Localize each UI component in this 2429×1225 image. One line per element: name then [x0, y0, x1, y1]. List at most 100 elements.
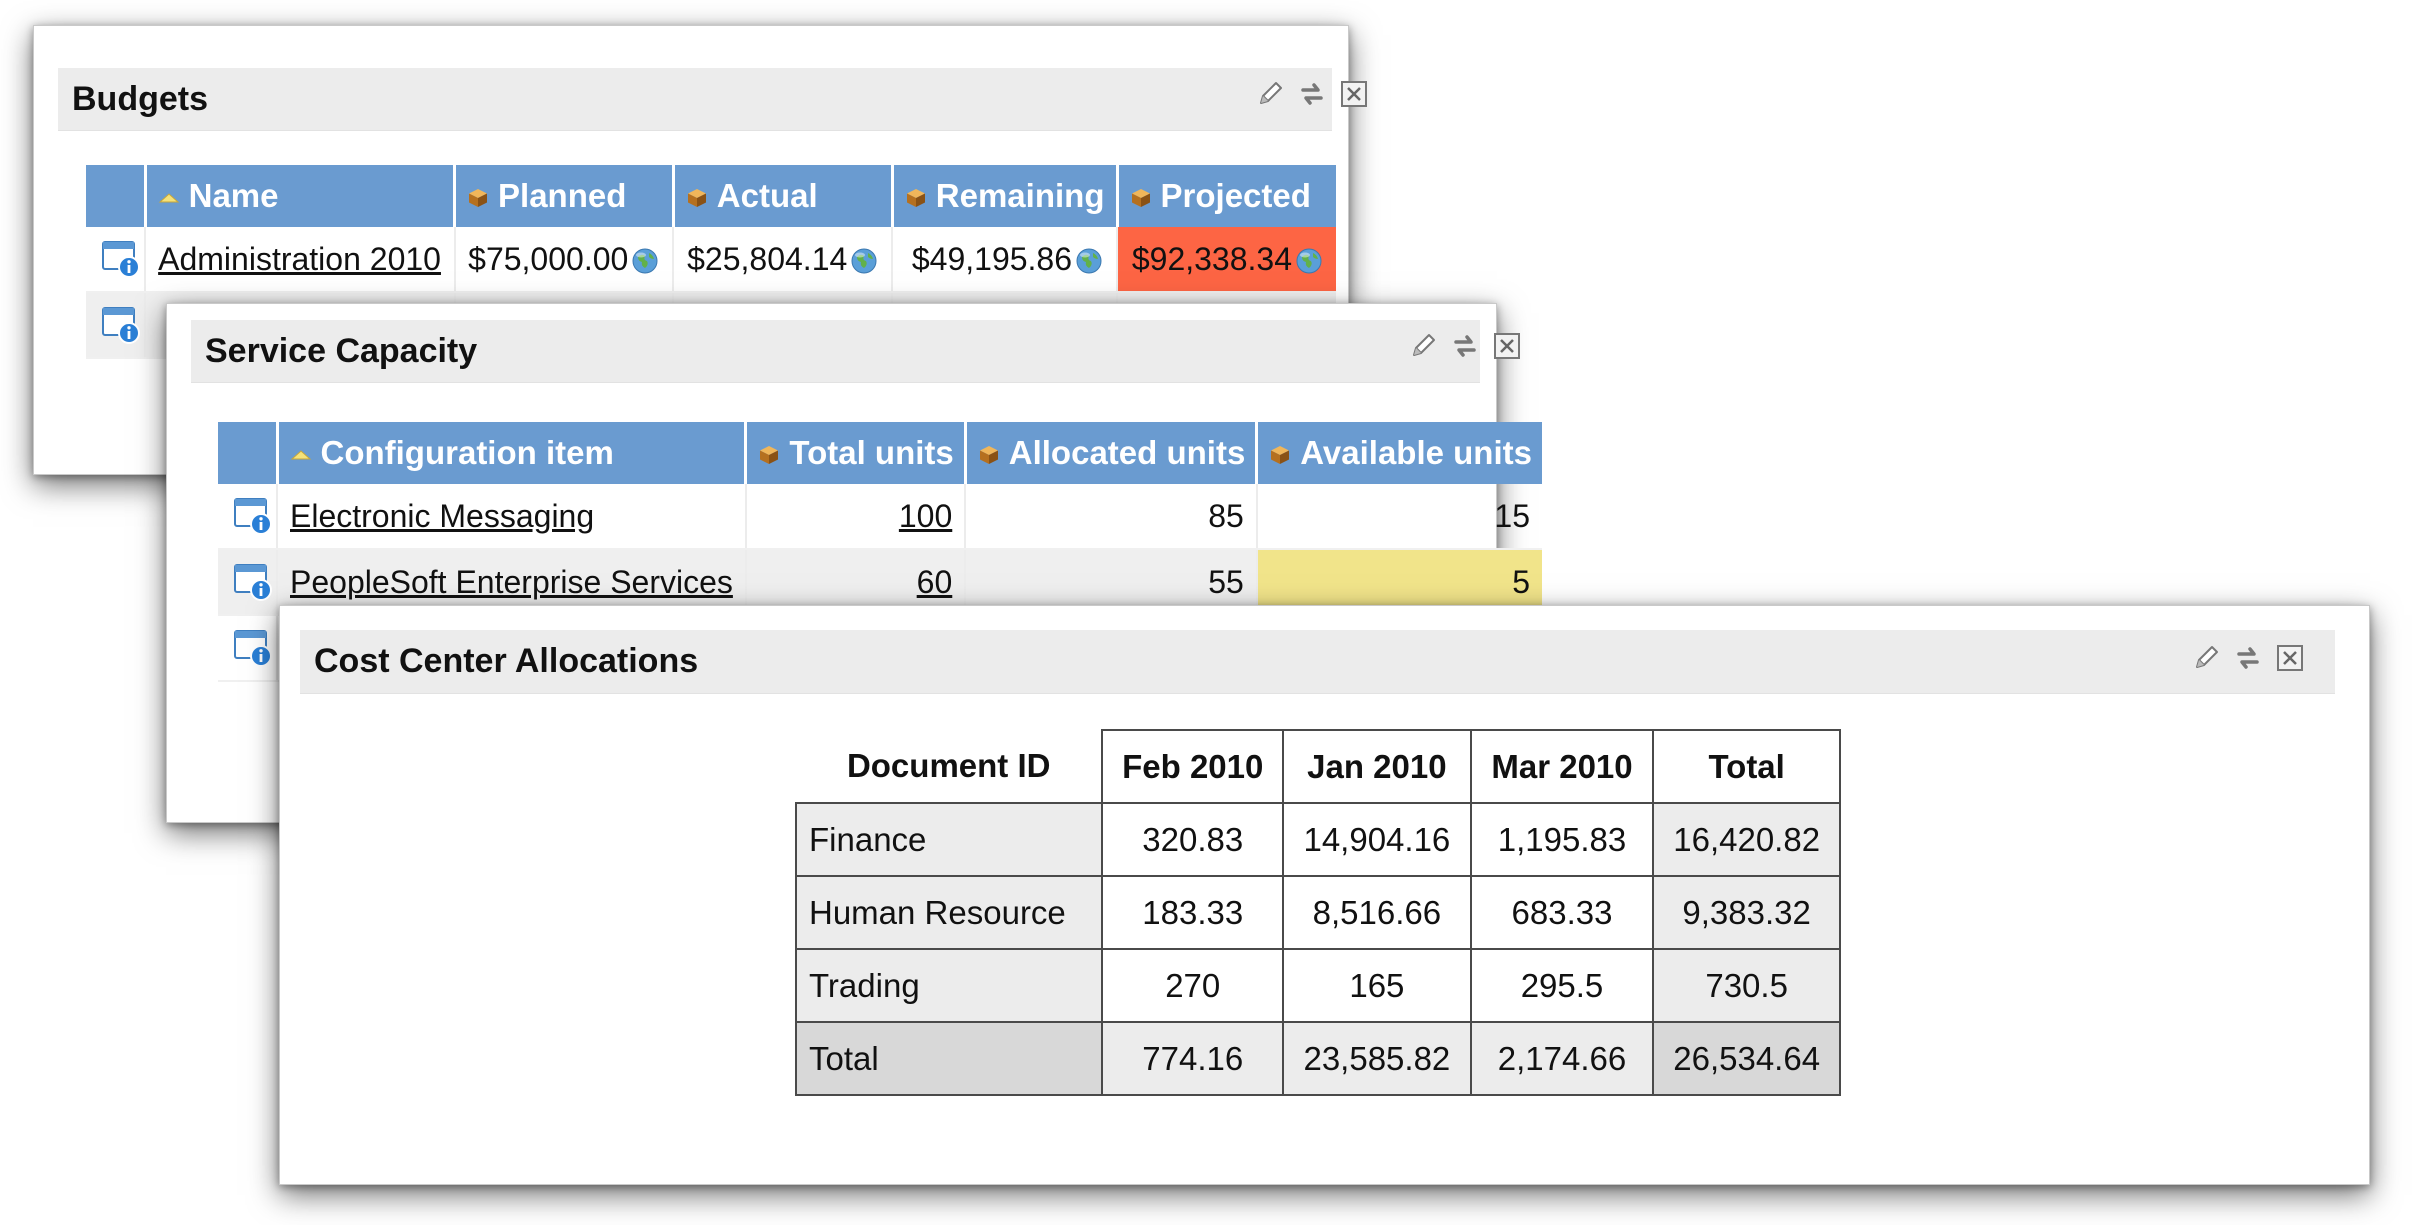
- row-total-cell: 730.5: [1652, 948, 1841, 1023]
- configuration-item-cell: PeopleSoft Enterprise Services: [277, 549, 747, 616]
- table-row: Electronic Messaging 100 85 15: [218, 484, 1542, 550]
- cube-icon: [904, 186, 928, 210]
- sort-ascending-icon: [157, 186, 181, 210]
- row-label-human-resource: Human Resource: [794, 875, 1104, 950]
- table-row: Trading 270 165 295.5 730.5: [794, 948, 1841, 1023]
- window-info-icon[interactable]: [100, 303, 144, 347]
- column-header-planned[interactable]: Planned: [454, 165, 675, 227]
- available-units-cell: 5: [1256, 549, 1542, 616]
- value-cell: 183.33: [1101, 875, 1285, 950]
- table-header-row: Configuration item Total units Allocated…: [218, 422, 1542, 484]
- value-cell: 683.33: [1469, 875, 1655, 950]
- close-icon[interactable]: [2274, 642, 2306, 674]
- actual-cell: $25,804.14: [673, 227, 894, 293]
- panel-header: Cost Center Allocations: [300, 630, 2335, 694]
- panel-title: Budgets: [72, 79, 208, 118]
- row-total-cell: 9,383.32: [1652, 875, 1841, 950]
- grand-total-cell: 26,534.64: [1652, 1021, 1841, 1096]
- document-id-header: Document ID: [796, 730, 1103, 803]
- column-header-available-units[interactable]: Available units: [1256, 422, 1542, 484]
- sort-ascending-icon: [289, 443, 313, 467]
- allocated-units-cell: 55: [965, 549, 1258, 616]
- panel-title: Cost Center Allocations: [314, 642, 699, 680]
- allocated-units-cell: 85: [965, 484, 1258, 550]
- configuration-item-cell: Electronic Messaging: [277, 484, 747, 550]
- refresh-icon[interactable]: [1296, 78, 1328, 110]
- total-row: Total 774.16 23,585.82 2,174.66 26,534.6…: [794, 1021, 1841, 1096]
- globe-icon[interactable]: [1074, 246, 1104, 276]
- column-header-allocated-units[interactable]: Allocated units: [965, 422, 1259, 484]
- cost-center-allocations-panel: Cost Center Allocations Document ID Feb …: [279, 605, 2370, 1185]
- cube-icon: [466, 186, 490, 210]
- total-units-cell: 100: [745, 484, 967, 550]
- value-cell: 270: [1101, 948, 1285, 1023]
- globe-icon[interactable]: [630, 246, 660, 276]
- window-info-icon[interactable]: [232, 494, 276, 538]
- column-header-mar-2010: Mar 2010: [1469, 729, 1655, 804]
- column-total-cell: 774.16: [1101, 1021, 1285, 1096]
- value-cell: 1,195.83: [1469, 802, 1655, 877]
- value-cell: 320.83: [1101, 802, 1285, 877]
- value-cell: 14,904.16: [1282, 802, 1472, 877]
- pencil-icon[interactable]: [1407, 330, 1439, 362]
- remaining-cell: $49,195.86: [892, 227, 1119, 293]
- row-total-cell: 16,420.82: [1652, 802, 1841, 877]
- budget-name-link[interactable]: Administration 2010: [158, 240, 441, 277]
- panel-title: Service Capacity: [205, 331, 478, 370]
- row-icon-cell: [218, 615, 278, 682]
- column-total-cell: 2,174.66: [1469, 1021, 1655, 1096]
- planned-cell: $75,000.00: [454, 227, 675, 293]
- refresh-icon[interactable]: [1449, 330, 1481, 362]
- column-header-feb-2010: Feb 2010: [1101, 729, 1285, 804]
- cube-icon: [685, 186, 709, 210]
- row-icon-cell: [86, 227, 147, 293]
- globe-icon[interactable]: [849, 246, 879, 276]
- configuration-item-link[interactable]: PeopleSoft Enterprise Services: [290, 563, 733, 600]
- panel-tools: [1407, 330, 1523, 362]
- column-header-name[interactable]: Name: [145, 165, 457, 227]
- row-icon-cell: [218, 484, 278, 550]
- refresh-icon[interactable]: [2232, 642, 2264, 674]
- close-icon[interactable]: [1491, 330, 1523, 362]
- panel-header: Service Capacity: [191, 320, 1480, 383]
- table-header-row: Name Planned Actual Remaining Projected: [86, 165, 1336, 227]
- name-cell: Administration 2010: [145, 227, 456, 293]
- globe-icon[interactable]: [1294, 246, 1324, 276]
- panel-tools: [1254, 78, 1370, 110]
- column-header-total-units[interactable]: Total units: [745, 422, 967, 484]
- cube-icon: [1129, 186, 1153, 210]
- pencil-icon[interactable]: [1254, 78, 1286, 110]
- table-row: PeopleSoft Enterprise Services 60 55 5: [218, 549, 1542, 616]
- cube-icon: [1268, 443, 1292, 467]
- table-row: Finance 320.83 14,904.16 1,195.83 16,420…: [794, 802, 1841, 877]
- cube-icon: [977, 443, 1001, 467]
- close-icon[interactable]: [1338, 78, 1370, 110]
- total-units-link[interactable]: 100: [898, 497, 953, 534]
- projected-cell: $92,338.34: [1117, 227, 1336, 293]
- table-row: Administration 2010 $75,000.00 $25,804.1…: [86, 227, 1336, 293]
- cost-center-pivot-table: Document ID Feb 2010 Jan 2010 Mar 2010 T…: [794, 729, 1841, 1096]
- value-cell: 295.5: [1469, 948, 1655, 1023]
- cube-icon: [757, 443, 781, 467]
- row-icon-column-header: [218, 422, 279, 484]
- panel-header: Budgets: [58, 68, 1332, 131]
- row-icon-cell: [218, 549, 278, 616]
- available-units-cell: 15: [1256, 484, 1542, 550]
- row-label-total: Total: [794, 1021, 1104, 1096]
- column-header-total: Total: [1652, 729, 1841, 804]
- pivot-header-row: Document ID Feb 2010 Jan 2010 Mar 2010 T…: [796, 729, 1841, 804]
- window-info-icon[interactable]: [232, 560, 276, 604]
- total-units-link[interactable]: 60: [916, 563, 953, 600]
- column-header-jan-2010: Jan 2010: [1282, 729, 1472, 804]
- window-info-icon[interactable]: [232, 626, 276, 670]
- configuration-item-link[interactable]: Electronic Messaging: [290, 497, 595, 534]
- column-header-remaining[interactable]: Remaining: [892, 165, 1119, 227]
- column-header-configuration-item[interactable]: Configuration item: [277, 422, 748, 484]
- row-icon-column-header: [86, 165, 147, 227]
- table-row: Human Resource 183.33 8,516.66 683.33 9,…: [794, 875, 1841, 950]
- column-header-actual[interactable]: Actual: [673, 165, 894, 227]
- column-header-projected[interactable]: Projected: [1117, 165, 1336, 227]
- pencil-icon[interactable]: [2190, 642, 2222, 674]
- row-label-finance: Finance: [794, 802, 1104, 877]
- window-info-icon[interactable]: [100, 237, 144, 281]
